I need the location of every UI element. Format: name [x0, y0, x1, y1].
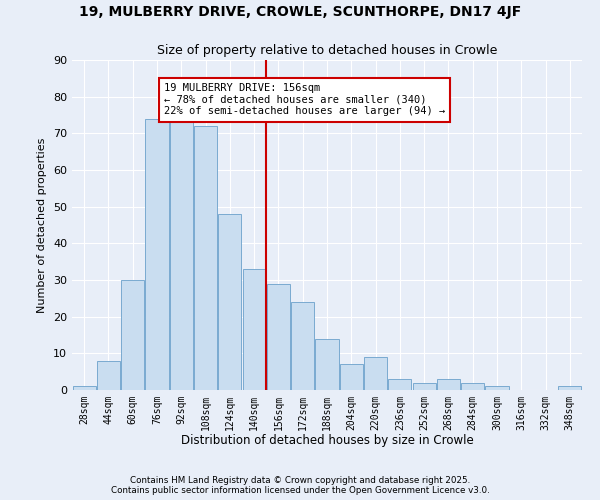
X-axis label: Distribution of detached houses by size in Crowle: Distribution of detached houses by size … — [181, 434, 473, 448]
Bar — [437, 379, 460, 390]
Bar — [388, 379, 412, 390]
Bar — [559, 386, 581, 390]
Bar — [97, 360, 120, 390]
Bar — [267, 284, 290, 390]
Text: Contains HM Land Registry data © Crown copyright and database right 2025.
Contai: Contains HM Land Registry data © Crown c… — [110, 476, 490, 495]
Bar — [145, 118, 169, 390]
Text: 19, MULBERRY DRIVE, CROWLE, SCUNTHORPE, DN17 4JF: 19, MULBERRY DRIVE, CROWLE, SCUNTHORPE, … — [79, 5, 521, 19]
Bar — [194, 126, 217, 390]
Bar — [170, 115, 193, 390]
Bar — [340, 364, 363, 390]
Bar — [461, 382, 484, 390]
Bar — [121, 280, 144, 390]
Bar — [291, 302, 314, 390]
Title: Size of property relative to detached houses in Crowle: Size of property relative to detached ho… — [157, 44, 497, 58]
Bar — [218, 214, 241, 390]
Y-axis label: Number of detached properties: Number of detached properties — [37, 138, 47, 312]
Bar — [316, 338, 338, 390]
Bar — [413, 382, 436, 390]
Bar — [485, 386, 509, 390]
Bar — [364, 357, 387, 390]
Text: 19 MULBERRY DRIVE: 156sqm
← 78% of detached houses are smaller (340)
22% of semi: 19 MULBERRY DRIVE: 156sqm ← 78% of detac… — [164, 83, 445, 116]
Bar — [242, 269, 266, 390]
Bar — [73, 386, 95, 390]
